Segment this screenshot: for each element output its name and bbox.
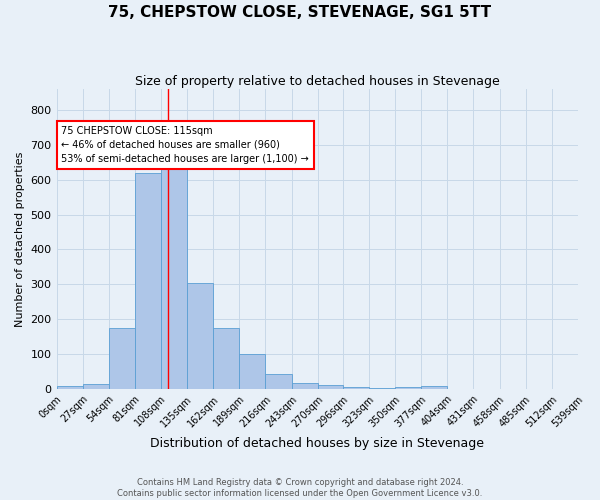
Text: 75 CHEPSTOW CLOSE: 115sqm
← 46% of detached houses are smaller (960)
53% of semi: 75 CHEPSTOW CLOSE: 115sqm ← 46% of detac… <box>61 126 309 164</box>
Bar <box>343 387 369 389</box>
Bar <box>56 386 83 389</box>
Text: 75, CHEPSTOW CLOSE, STEVENAGE, SG1 5TT: 75, CHEPSTOW CLOSE, STEVENAGE, SG1 5TT <box>109 5 491 20</box>
Bar <box>239 354 265 389</box>
Bar <box>187 282 213 389</box>
Title: Size of property relative to detached houses in Stevenage: Size of property relative to detached ho… <box>135 75 500 88</box>
Bar <box>161 162 187 389</box>
Bar <box>213 328 239 389</box>
Bar <box>292 382 318 389</box>
Bar <box>421 386 448 389</box>
Bar <box>265 374 292 389</box>
Bar <box>395 387 421 389</box>
Bar <box>318 386 343 389</box>
Bar <box>83 384 109 389</box>
Y-axis label: Number of detached properties: Number of detached properties <box>15 152 25 326</box>
Bar <box>109 328 135 389</box>
Text: Contains HM Land Registry data © Crown copyright and database right 2024.
Contai: Contains HM Land Registry data © Crown c… <box>118 478 482 498</box>
Bar <box>135 173 161 389</box>
X-axis label: Distribution of detached houses by size in Stevenage: Distribution of detached houses by size … <box>150 437 484 450</box>
Bar <box>369 388 395 389</box>
